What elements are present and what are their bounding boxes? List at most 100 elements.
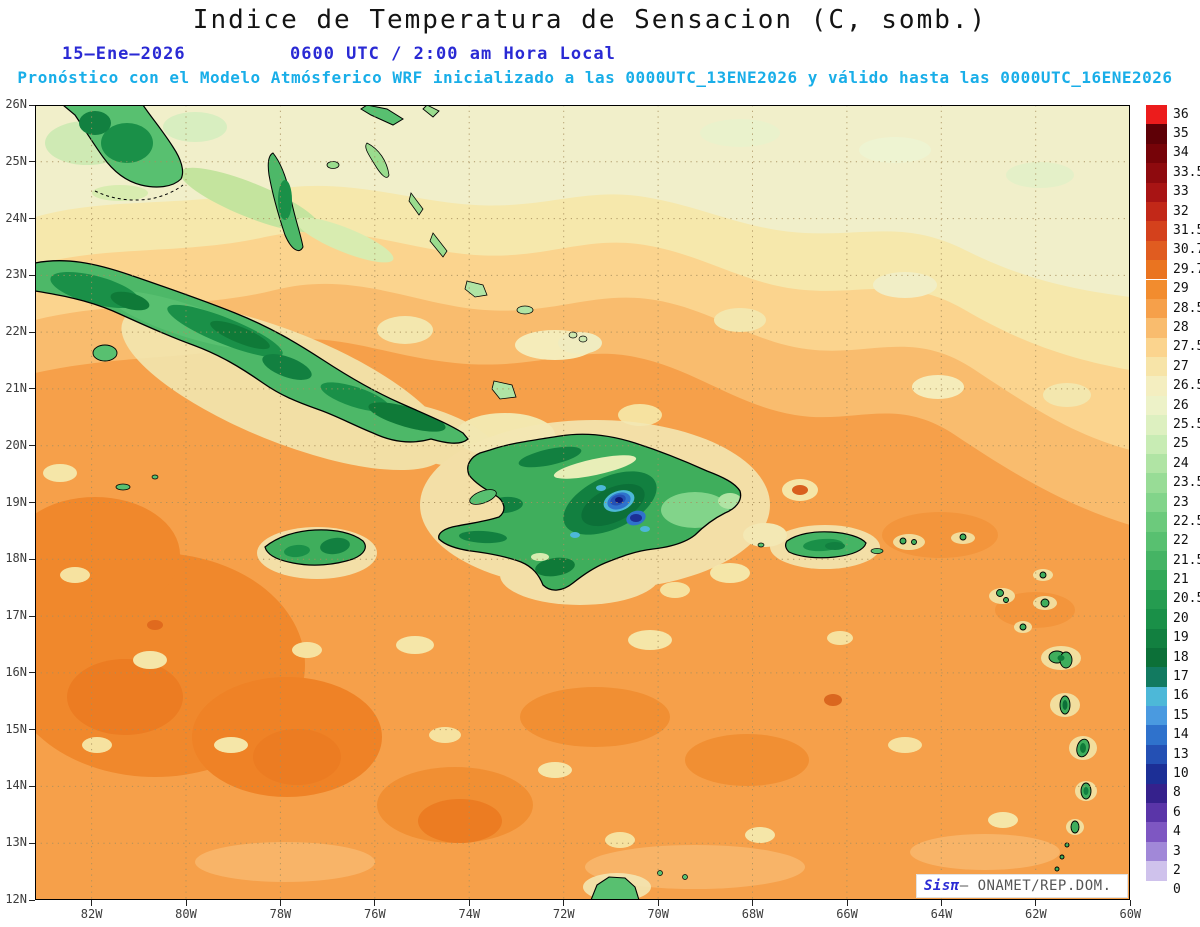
lon-tick: [846, 900, 848, 906]
colorbar-level-label: 19: [1173, 630, 1189, 646]
colorbar-level-label: 21: [1173, 572, 1189, 588]
map-puerto-rico: [757, 531, 884, 559]
map-south-coast: [590, 870, 688, 900]
colorbar-level-label: 22.5: [1173, 513, 1200, 529]
colorbar-level-label: 4: [1173, 824, 1181, 840]
hispaniola-terrain: [459, 446, 741, 577]
lon-label: 78W: [269, 907, 292, 921]
colorbar-level-label: 30.7: [1173, 242, 1200, 258]
lon-tick: [185, 900, 187, 906]
hot-spots: [147, 479, 842, 706]
colorbar-level-label: 25.5: [1173, 416, 1200, 432]
lat-label: 26N: [5, 97, 27, 111]
colorbar-level-label: 16: [1173, 688, 1189, 704]
lat-label: 12N: [5, 892, 27, 906]
colorbar-swatch: [1146, 376, 1167, 396]
lon-tick: [563, 900, 565, 906]
colorbar-swatch: [1146, 725, 1167, 745]
colorbar-swatch: [1146, 686, 1167, 707]
watermark-text: – ONAMET/REP.DOM.: [959, 878, 1112, 894]
colorbar-swatch: [1146, 589, 1167, 610]
colorbar-swatch: [1146, 570, 1167, 590]
colorbar-level-label: 8: [1173, 785, 1181, 801]
lat-label: 24N: [5, 210, 27, 225]
lon-tick: [657, 900, 659, 906]
colorbar-level-label: 28: [1173, 319, 1189, 335]
colorbar-swatch: [1146, 880, 1167, 900]
colorbar-level-label: 27.5: [1173, 339, 1200, 355]
lon-tick: [468, 900, 470, 906]
colorbar-level-label: 20.5: [1173, 591, 1200, 607]
colorbar-level-label: 36: [1173, 106, 1189, 122]
colorbar-level-label: 21.5: [1173, 552, 1200, 568]
colorbar: 36353433.5333231.530.729.72928.52827.527…: [1146, 105, 1200, 900]
map-border: [35, 105, 1130, 900]
colorbar-level-label: 28.5: [1173, 300, 1200, 316]
colorbar-swatch: [1146, 454, 1167, 474]
colorbar-level-label: 13: [1173, 746, 1189, 762]
lat-label: 18N: [5, 551, 27, 566]
colorbar-swatch: [1146, 744, 1167, 765]
colorbar-swatch: [1146, 337, 1167, 358]
lon-tick: [1129, 900, 1131, 906]
lon-tick: [1035, 900, 1037, 906]
lat-label: 22N: [5, 324, 27, 339]
map-hispaniola: [438, 433, 742, 591]
colorbar-level-label: 23.5: [1173, 475, 1200, 491]
model-info-line: Pronóstico con el Modelo Atmósferico WRF…: [17, 68, 1173, 87]
colorbar-level-label: 22: [1173, 533, 1189, 549]
colorbar-swatch: [1146, 318, 1167, 338]
colorbar-level-label: 20: [1173, 610, 1189, 626]
lat-label: 13N: [5, 835, 27, 850]
colorbar-swatch: [1146, 240, 1167, 261]
colorbar-swatch: [1146, 803, 1167, 823]
colorbar-swatch: [1146, 783, 1167, 804]
lon-label: 72W: [552, 907, 575, 921]
lat-label: 25N: [5, 153, 27, 168]
colorbar-swatch: [1146, 415, 1167, 435]
colorbar-level-label: 27: [1173, 358, 1189, 374]
north-atlantic-bands: [35, 105, 1130, 525]
colorbar-swatch: [1146, 124, 1167, 144]
colorbar-level-label: 29: [1173, 281, 1189, 297]
lat-label: 23N: [5, 267, 27, 282]
lon-tick: [940, 900, 942, 906]
caribbean-heat-index-map: [35, 105, 1130, 900]
colorbar-swatch: [1146, 628, 1167, 648]
colorbar-swatch: [1146, 105, 1167, 125]
colorbar-level-label: 33: [1173, 184, 1189, 200]
colorbar-level-label: 31.5: [1173, 223, 1200, 239]
colorbar-swatch: [1146, 512, 1167, 532]
lon-label: 60W: [1119, 907, 1142, 921]
colorbar-swatch: [1146, 260, 1167, 280]
colorbar-level-label: 6: [1173, 804, 1181, 820]
lat-label: 15N: [5, 721, 27, 736]
colorbar-swatch: [1146, 861, 1167, 881]
colorbar-level-label: 29.7: [1173, 261, 1200, 277]
lon-label: 64W: [930, 907, 953, 921]
lon-tick: [752, 900, 754, 906]
lon-tick: [91, 900, 93, 906]
colorbar-swatch: [1146, 609, 1167, 629]
colorbar-swatch: [1146, 647, 1167, 668]
watermark: Sisπ – ONAMET/REP.DOM.: [916, 874, 1128, 898]
colorbar-swatch: [1146, 201, 1167, 222]
colorbar-level-label: 26: [1173, 397, 1189, 413]
map-florida: [62, 105, 184, 201]
colorbar-swatch: [1146, 434, 1167, 454]
colorbar-level-label: 33.5: [1173, 164, 1200, 180]
lon-label: 62W: [1025, 907, 1047, 921]
lon-label: 74W: [458, 907, 481, 921]
colorbar-level-label: 23: [1173, 494, 1189, 510]
colorbar-level-label: 2: [1173, 862, 1181, 878]
colorbar-swatch: [1146, 357, 1167, 377]
colorbar-swatch: [1146, 492, 1167, 513]
colorbar-level-label: 3: [1173, 843, 1181, 859]
lon-tick: [279, 900, 281, 906]
graticule: [35, 105, 1130, 900]
colorbar-swatch: [1146, 182, 1167, 202]
map-area: [35, 105, 1130, 900]
colorbar-swatch: [1146, 550, 1167, 571]
lon-label: 76W: [364, 907, 386, 921]
colorbar-swatch: [1146, 841, 1167, 862]
